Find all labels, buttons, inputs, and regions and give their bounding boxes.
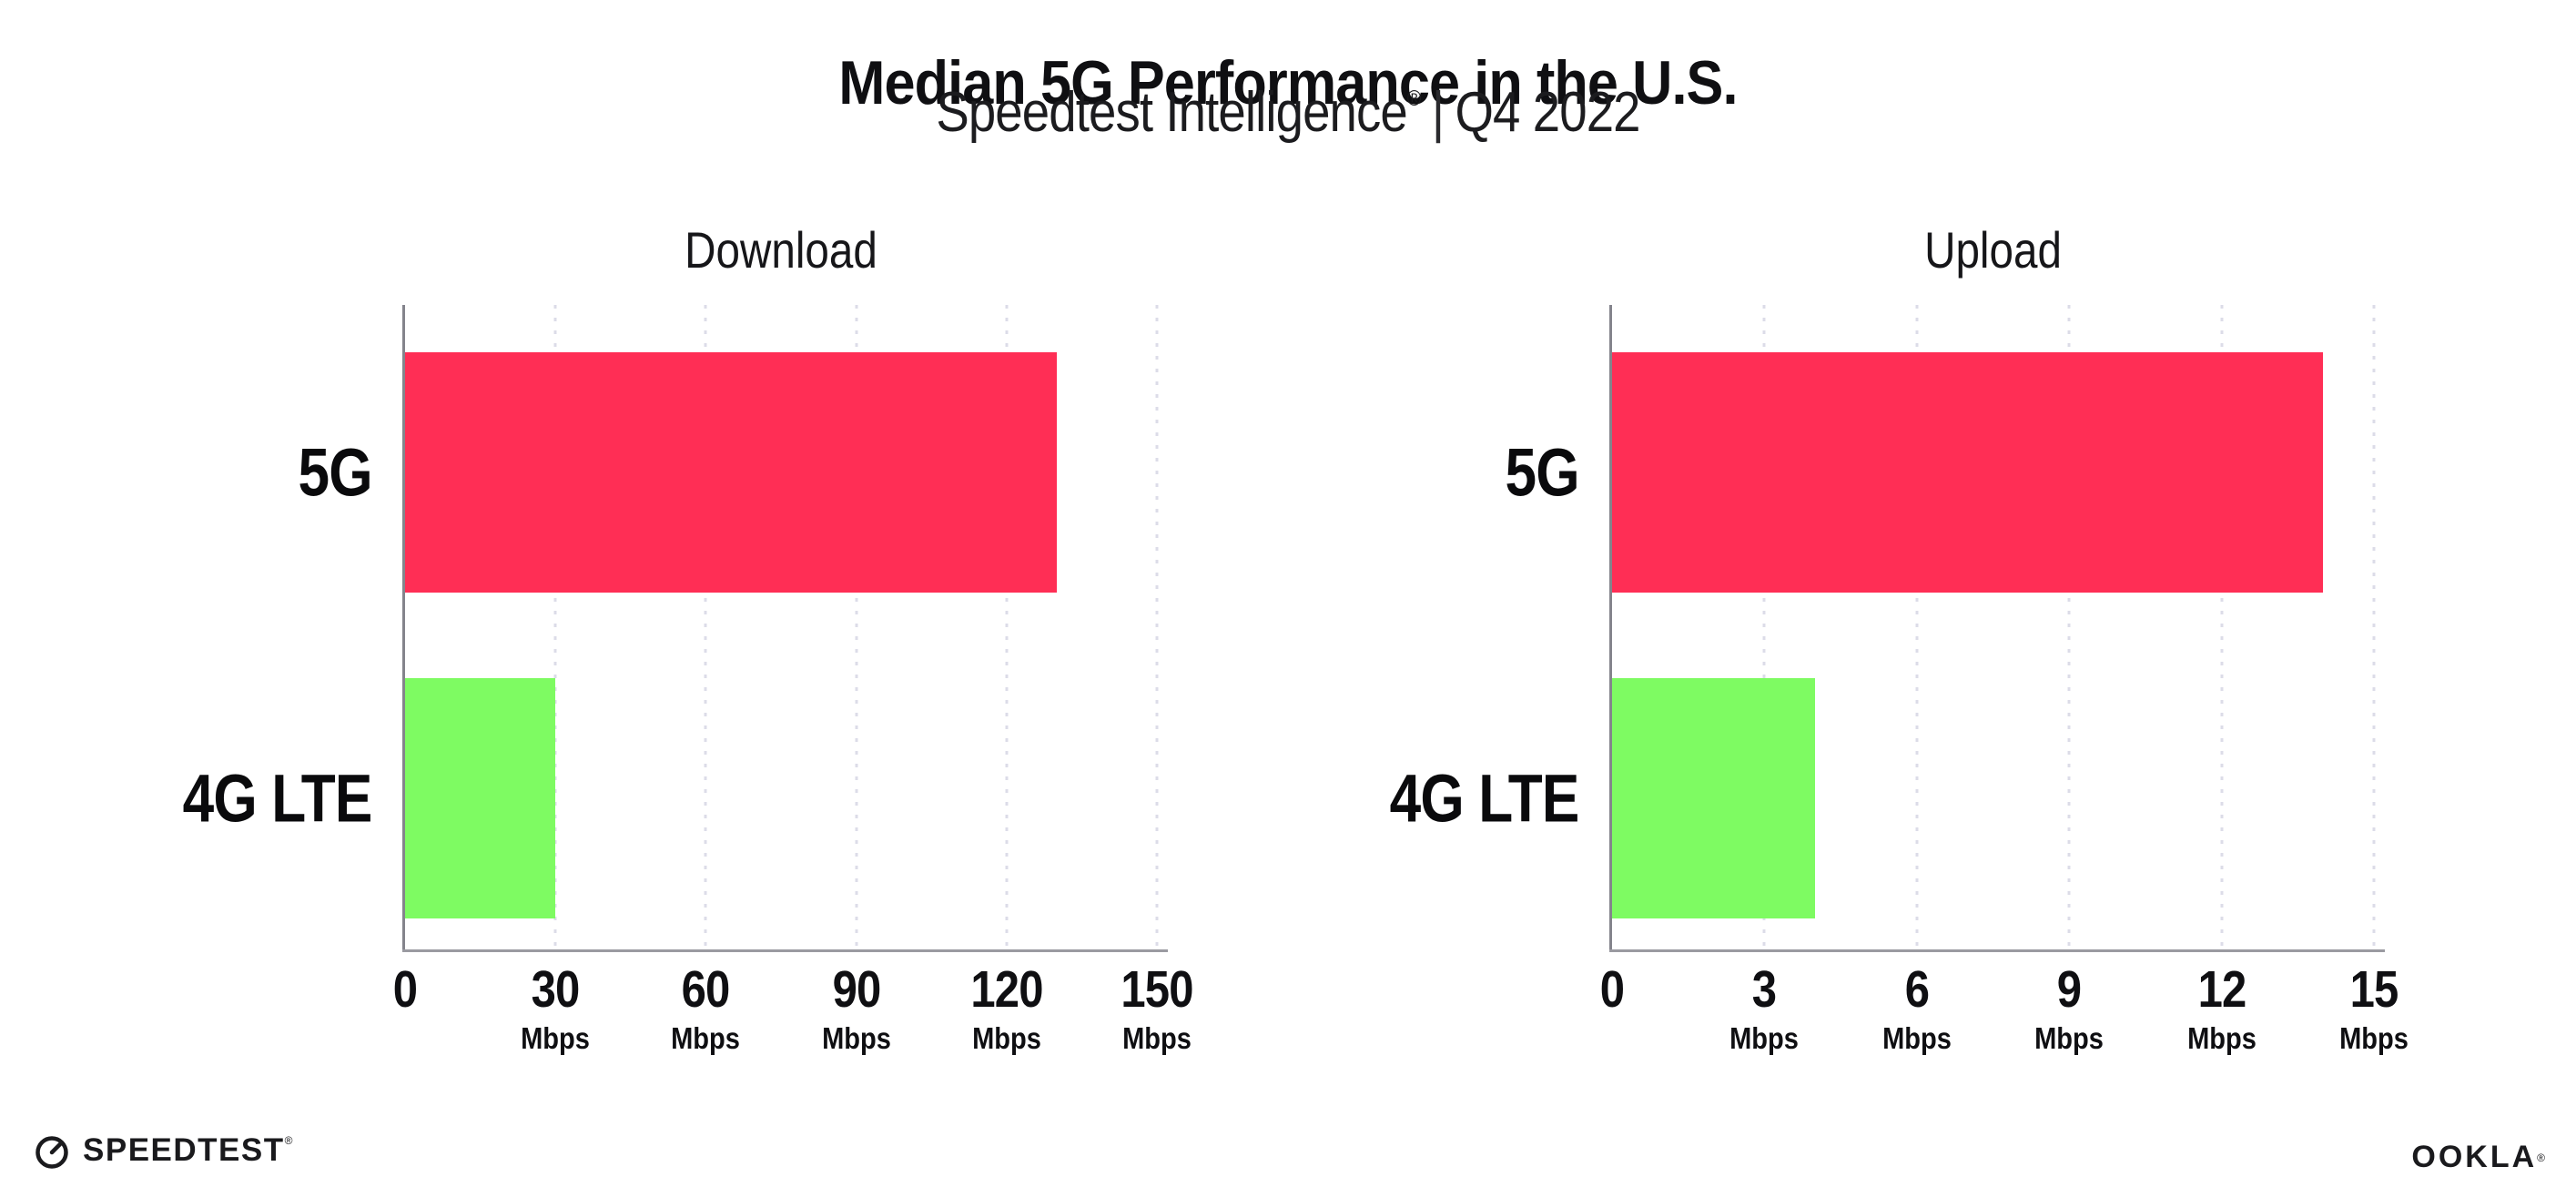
x-tick-unit: Mbps bbox=[1122, 1021, 1192, 1055]
page-subtitle: Speedtest Intelligence® | Q4 2022 bbox=[155, 80, 2421, 145]
y-axis-line bbox=[1609, 305, 1612, 951]
x-tick-60: 60 Mbps bbox=[666, 964, 745, 1056]
x-tick-150: 150 Mbps bbox=[1115, 964, 1199, 1056]
ookla-registered-mark: ® bbox=[2537, 1151, 2545, 1164]
x-tick-value: 3 bbox=[1752, 960, 1777, 1019]
download-chart: Download 0 30 Mbps 60 Mbps 90 Mbps 120 Mbps 150 Mb… bbox=[183, 221, 1193, 1055]
x-tick-15: 15 Mbps bbox=[2335, 964, 2413, 1056]
x-tick-value: 0 bbox=[392, 960, 418, 1019]
x-tick-unit: Mbps bbox=[521, 1021, 591, 1055]
x-tick-value: 12 bbox=[2197, 960, 2246, 1019]
category-label-5g: 5G bbox=[1505, 434, 1580, 511]
x-tick-value: 0 bbox=[1599, 960, 1625, 1019]
x-tick-0: 0 bbox=[391, 964, 420, 1016]
category-label-4g-lte: 4G LTE bbox=[183, 760, 373, 837]
gridline-90 bbox=[855, 305, 858, 949]
category-label-4g-lte: 4G LTE bbox=[1390, 760, 1580, 837]
speedtest-gauge-icon bbox=[35, 1136, 68, 1169]
gridline-9 bbox=[2067, 305, 2071, 949]
y-axis-line bbox=[402, 305, 405, 951]
x-axis-line bbox=[402, 949, 1168, 952]
x-tick-120: 120 Mbps bbox=[965, 964, 1049, 1056]
x-tick-unit: Mbps bbox=[671, 1021, 741, 1055]
x-tick-value: 9 bbox=[2056, 960, 2082, 1019]
download-x-tick-row: 0 30 Mbps 60 Mbps 90 Mbps 120 Mbps 150 Mbps bbox=[393, 949, 1194, 1077]
gridline-30 bbox=[553, 305, 557, 949]
gridline-6 bbox=[1915, 305, 1919, 949]
upload-chart: Upload 0 3 Mbps 6 Mbps 9 Mbps 12 Mbps 15 Mbps 5G 4G… bbox=[1390, 221, 2409, 1055]
x-tick-90: 90 Mbps bbox=[817, 964, 896, 1056]
registered-trademark-mark: ® bbox=[1406, 86, 1422, 111]
x-tick-unit: Mbps bbox=[2339, 1021, 2409, 1055]
x-tick-6: 6 Mbps bbox=[1878, 964, 1956, 1056]
x-tick-value: 30 bbox=[531, 960, 581, 1019]
x-tick-unit: Mbps bbox=[2186, 1021, 2257, 1055]
x-tick-value: 6 bbox=[1904, 960, 1930, 1019]
subtitle-period: Q4 2022 bbox=[1455, 81, 1640, 144]
speedtest-wordmark: SPEEDTEST bbox=[83, 1132, 285, 1168]
download-chart-title: Download bbox=[685, 221, 877, 279]
bar-4g-lte bbox=[405, 678, 556, 918]
upload-plot-area bbox=[1609, 305, 2385, 952]
gridline-150 bbox=[1155, 305, 1159, 949]
x-tick-value: 15 bbox=[2349, 960, 2399, 1019]
bar-4g-lte bbox=[1612, 678, 1816, 918]
x-tick-3: 3 Mbps bbox=[1725, 964, 1803, 1056]
gridline-60 bbox=[704, 305, 707, 949]
ookla-wordmark: OOKLA bbox=[2411, 1140, 2538, 1174]
x-tick-value: 90 bbox=[832, 960, 881, 1019]
x-tick-unit: Mbps bbox=[821, 1021, 891, 1055]
speedtest-registered-mark: ® bbox=[284, 1134, 293, 1147]
x-tick-0: 0 bbox=[1598, 964, 1627, 1016]
gridline-3 bbox=[1762, 305, 1766, 949]
ookla-logo: OOKLA ® bbox=[2411, 1140, 2545, 1175]
x-tick-unit: Mbps bbox=[1729, 1021, 1800, 1055]
upload-chart-title: Upload bbox=[1924, 221, 2062, 279]
x-axis-line bbox=[1609, 949, 2385, 952]
x-tick-value: 120 bbox=[970, 960, 1043, 1019]
x-tick-12: 12 Mbps bbox=[2183, 964, 2261, 1056]
x-tick-unit: Mbps bbox=[971, 1021, 1041, 1055]
x-tick-value: 150 bbox=[1121, 960, 1193, 1019]
gridline-12 bbox=[2220, 305, 2224, 949]
category-label-5g: 5G bbox=[298, 434, 373, 511]
upload-x-tick-row: 0 3 Mbps 6 Mbps 9 Mbps 12 Mbps 15 Mbps bbox=[1600, 949, 2409, 1077]
gridline-120 bbox=[1005, 305, 1009, 949]
speedtest-logo: SPEEDTEST® bbox=[33, 1131, 292, 1170]
page-title: Median 5G Performance in the U.S. bbox=[838, 47, 1738, 117]
subtitle-separator: | bbox=[1431, 81, 1445, 144]
x-tick-9: 9 Mbps bbox=[2030, 964, 2108, 1056]
download-plot-area bbox=[402, 305, 1168, 952]
x-tick-unit: Mbps bbox=[2034, 1021, 2104, 1055]
bar-5g bbox=[405, 352, 1057, 593]
bar-5g bbox=[1612, 352, 2324, 593]
gridline-15 bbox=[2372, 305, 2376, 949]
subtitle-product: Speedtest Intelligence bbox=[936, 81, 1407, 144]
x-tick-30: 30 Mbps bbox=[516, 964, 594, 1056]
x-tick-value: 60 bbox=[681, 960, 731, 1019]
x-tick-unit: Mbps bbox=[1881, 1021, 1952, 1055]
